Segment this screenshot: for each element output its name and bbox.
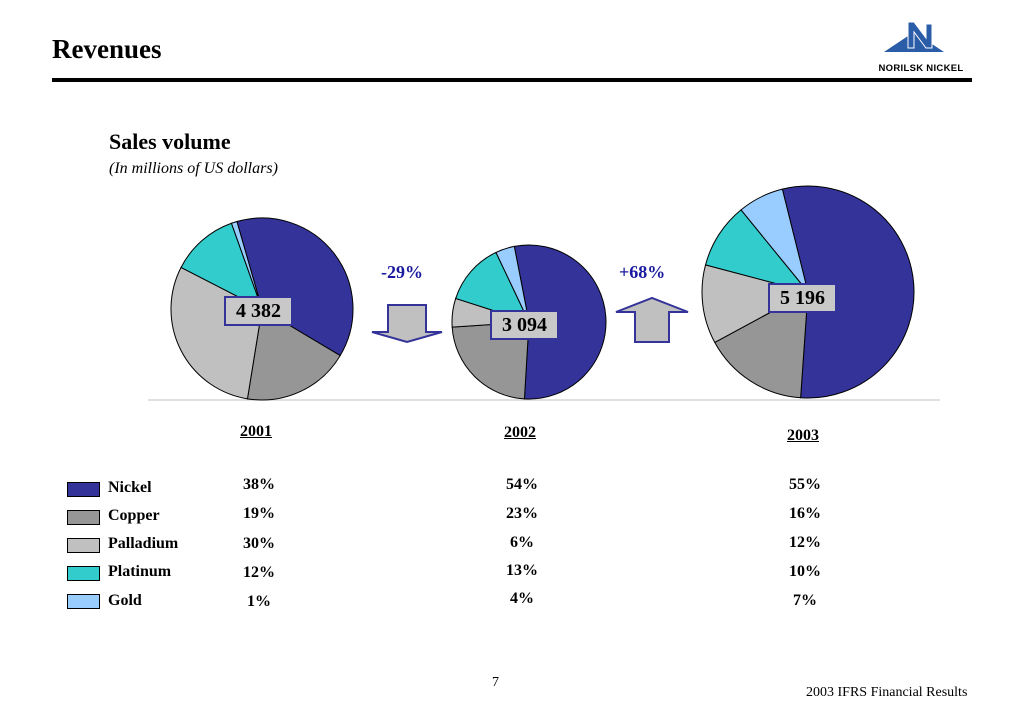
pie-2003-slice-palladium [701,264,810,344]
pie-2001-slice-nickel [236,217,354,357]
pct-2002-palladium: 6% [510,534,534,551]
chart-subtitle: (In millions of US dollars) [109,160,278,177]
title-divider [52,78,972,82]
pct-2001-gold: 1% [247,593,271,610]
legend-label-copper: Copper [108,507,160,524]
pct-2003-gold: 7% [793,592,817,609]
year-2003: 2003 [787,427,819,444]
pct-2003-copper: 16% [789,505,821,522]
total-2001: 4 382 [224,296,293,326]
pct-2002-gold: 4% [510,590,534,607]
total-2003: 5 196 [768,283,837,313]
year-2001: 2001 [240,423,272,440]
pie-2001-slice-copper [246,308,341,401]
total-2002: 3 094 [490,310,559,340]
pct-2002-platinum: 13% [506,562,538,579]
pie-2003-slice-copper [714,291,809,399]
legend-swatch-copper [67,510,100,525]
pie-2002-slice-copper [451,321,530,400]
change-2001-2002: -29% [381,262,423,282]
pie-2001-slice-gold [230,220,263,310]
pct-2003-platinum: 10% [789,563,821,580]
legend-label-nickel: Nickel [108,479,152,496]
logo-text: NORILSK NICKEL [878,63,964,74]
page-title: Revenues [52,34,162,64]
pct-2001-palladium: 30% [243,535,275,552]
legend-label-platinum: Platinum [108,563,172,580]
pie-2001-slice-platinum [180,222,263,311]
increase-arrow-icon [615,296,689,343]
pct-2003-palladium: 12% [789,534,821,551]
pie-2002-slice-platinum [455,251,530,323]
pie-2002-slice-gold [495,245,530,323]
year-2002: 2002 [504,424,536,441]
pie-2003-slice-nickel [781,185,915,399]
change-2002-2003: +68% [619,262,666,282]
footer-text: 2003 IFRS Financial Results [806,685,968,700]
norilsk-nickel-logo-icon [884,21,944,52]
chart-title: Sales volume [109,129,231,154]
legend-swatch-platinum [67,566,100,581]
legend-swatch-nickel [67,482,100,497]
pct-2002-copper: 23% [506,505,538,522]
pie-2002-slice-nickel [513,244,607,400]
legend-label-palladium: Palladium [108,535,179,552]
legend-label-gold: Gold [108,592,142,609]
legend-swatch-gold [67,594,100,609]
pct-2003-nickel: 55% [789,476,821,493]
pct-2001-copper: 19% [243,505,275,522]
pie-2003-slice-gold [740,188,809,293]
pct-2002-nickel: 54% [506,476,538,493]
legend-swatch-palladium [67,538,100,553]
pct-2001-nickel: 38% [243,476,275,493]
decrease-arrow-icon [371,304,443,344]
page-number: 7 [492,675,499,690]
pct-2001-platinum: 12% [243,564,275,581]
